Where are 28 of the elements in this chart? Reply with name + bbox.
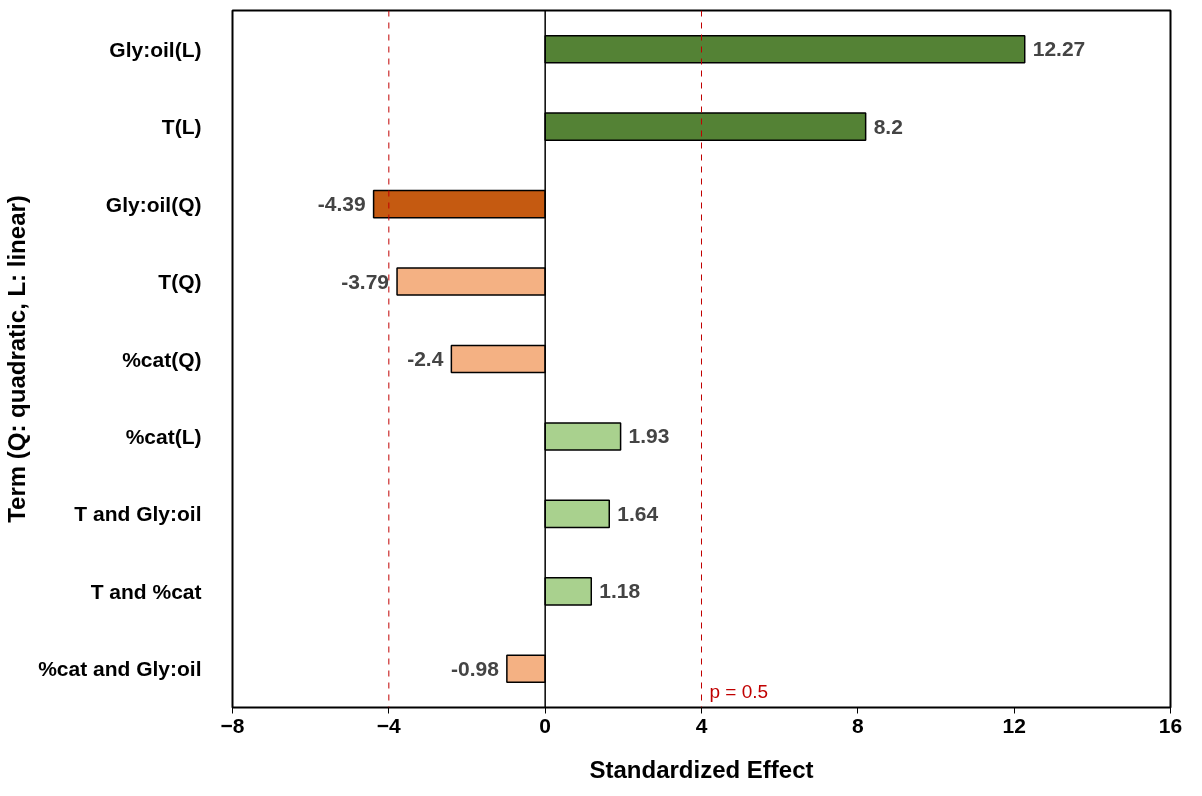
data-label: -4.39 — [317, 192, 366, 216]
x-tick-label: −4 — [376, 713, 402, 737]
x-tick-label: 4 — [695, 713, 708, 737]
y-axis-title: Term (Q: quadratic, L: linear) — [3, 195, 31, 523]
x-axis-title: Standardized Effect — [589, 755, 814, 783]
x-tick-label: 16 — [1158, 713, 1183, 737]
y-tick-label: %cat(L) — [125, 424, 202, 448]
annotation: p = 0.5 — [709, 680, 769, 702]
y-tick-label: Gly:oil(Q) — [105, 192, 202, 216]
x-tick-label: 0 — [539, 713, 552, 737]
y-tick-label: T(L) — [161, 115, 202, 139]
x-tick-label: 8 — [851, 713, 864, 737]
data-label: -2.4 — [407, 347, 444, 370]
y-tick-label: T and %cat — [90, 579, 202, 603]
data-label: 1.64 — [617, 501, 659, 525]
y-tick-label: T and Gly:oil — [74, 502, 202, 526]
data-label: 8.2 — [873, 114, 903, 138]
x-tick-label: −8 — [220, 713, 245, 737]
y-tick-label: Gly:oil(L) — [109, 37, 202, 61]
y-tick-label: %cat and Gly:oil — [38, 657, 202, 681]
data-label: -0.98 — [451, 656, 500, 680]
data-label: 1.93 — [628, 424, 670, 448]
y-tick-label: %cat(Q) — [122, 347, 202, 371]
x-tick-label: 12 — [1002, 713, 1026, 737]
data-label: 12.27 — [1032, 37, 1086, 61]
data-label: -3.79 — [341, 269, 390, 293]
data-label: 1.18 — [599, 579, 641, 603]
y-tick-label: T(Q) — [158, 270, 202, 294]
